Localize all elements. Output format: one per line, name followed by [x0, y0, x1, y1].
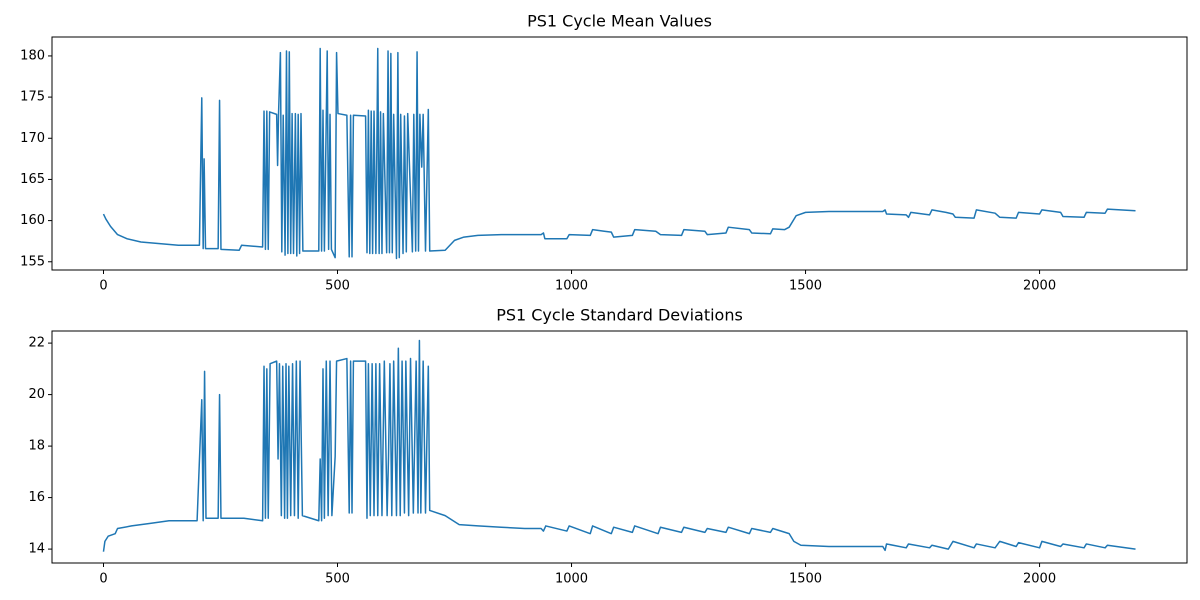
x-tick-label: 1000	[555, 572, 588, 587]
data-line	[102, 47, 1136, 260]
x-tick-label: 1000	[555, 279, 588, 294]
x-tick-label: 0	[99, 279, 107, 294]
y-tick-label: 22	[28, 336, 45, 351]
x-tick-label: 0	[99, 572, 107, 587]
y-tick-label: 14	[28, 542, 45, 557]
chart-title: PS1 Cycle Standard Deviations	[496, 306, 743, 325]
y-tick-label: 165	[20, 172, 45, 187]
y-tick-label: 170	[20, 131, 45, 146]
y-tick-label: 160	[20, 213, 45, 228]
y-tick-label: 155	[20, 254, 45, 269]
chart-title: PS1 Cycle Mean Values	[527, 12, 712, 31]
x-tick-label: 1500	[789, 279, 822, 294]
x-tick-label: 1500	[789, 572, 822, 587]
y-tick-label: 20	[28, 387, 45, 402]
y-tick-label: 180	[20, 48, 45, 63]
y-tick-label: 18	[28, 439, 45, 454]
x-tick-label: 500	[325, 572, 350, 587]
axes-frame	[51, 36, 1188, 271]
data-line	[102, 339, 1136, 552]
y-tick-label: 175	[20, 90, 45, 105]
y-tick-label: 16	[28, 490, 45, 505]
x-tick-label: 2000	[1023, 572, 1056, 587]
x-tick-label: 2000	[1023, 279, 1056, 294]
x-tick-label: 500	[325, 279, 350, 294]
axes-frame	[51, 330, 1188, 564]
